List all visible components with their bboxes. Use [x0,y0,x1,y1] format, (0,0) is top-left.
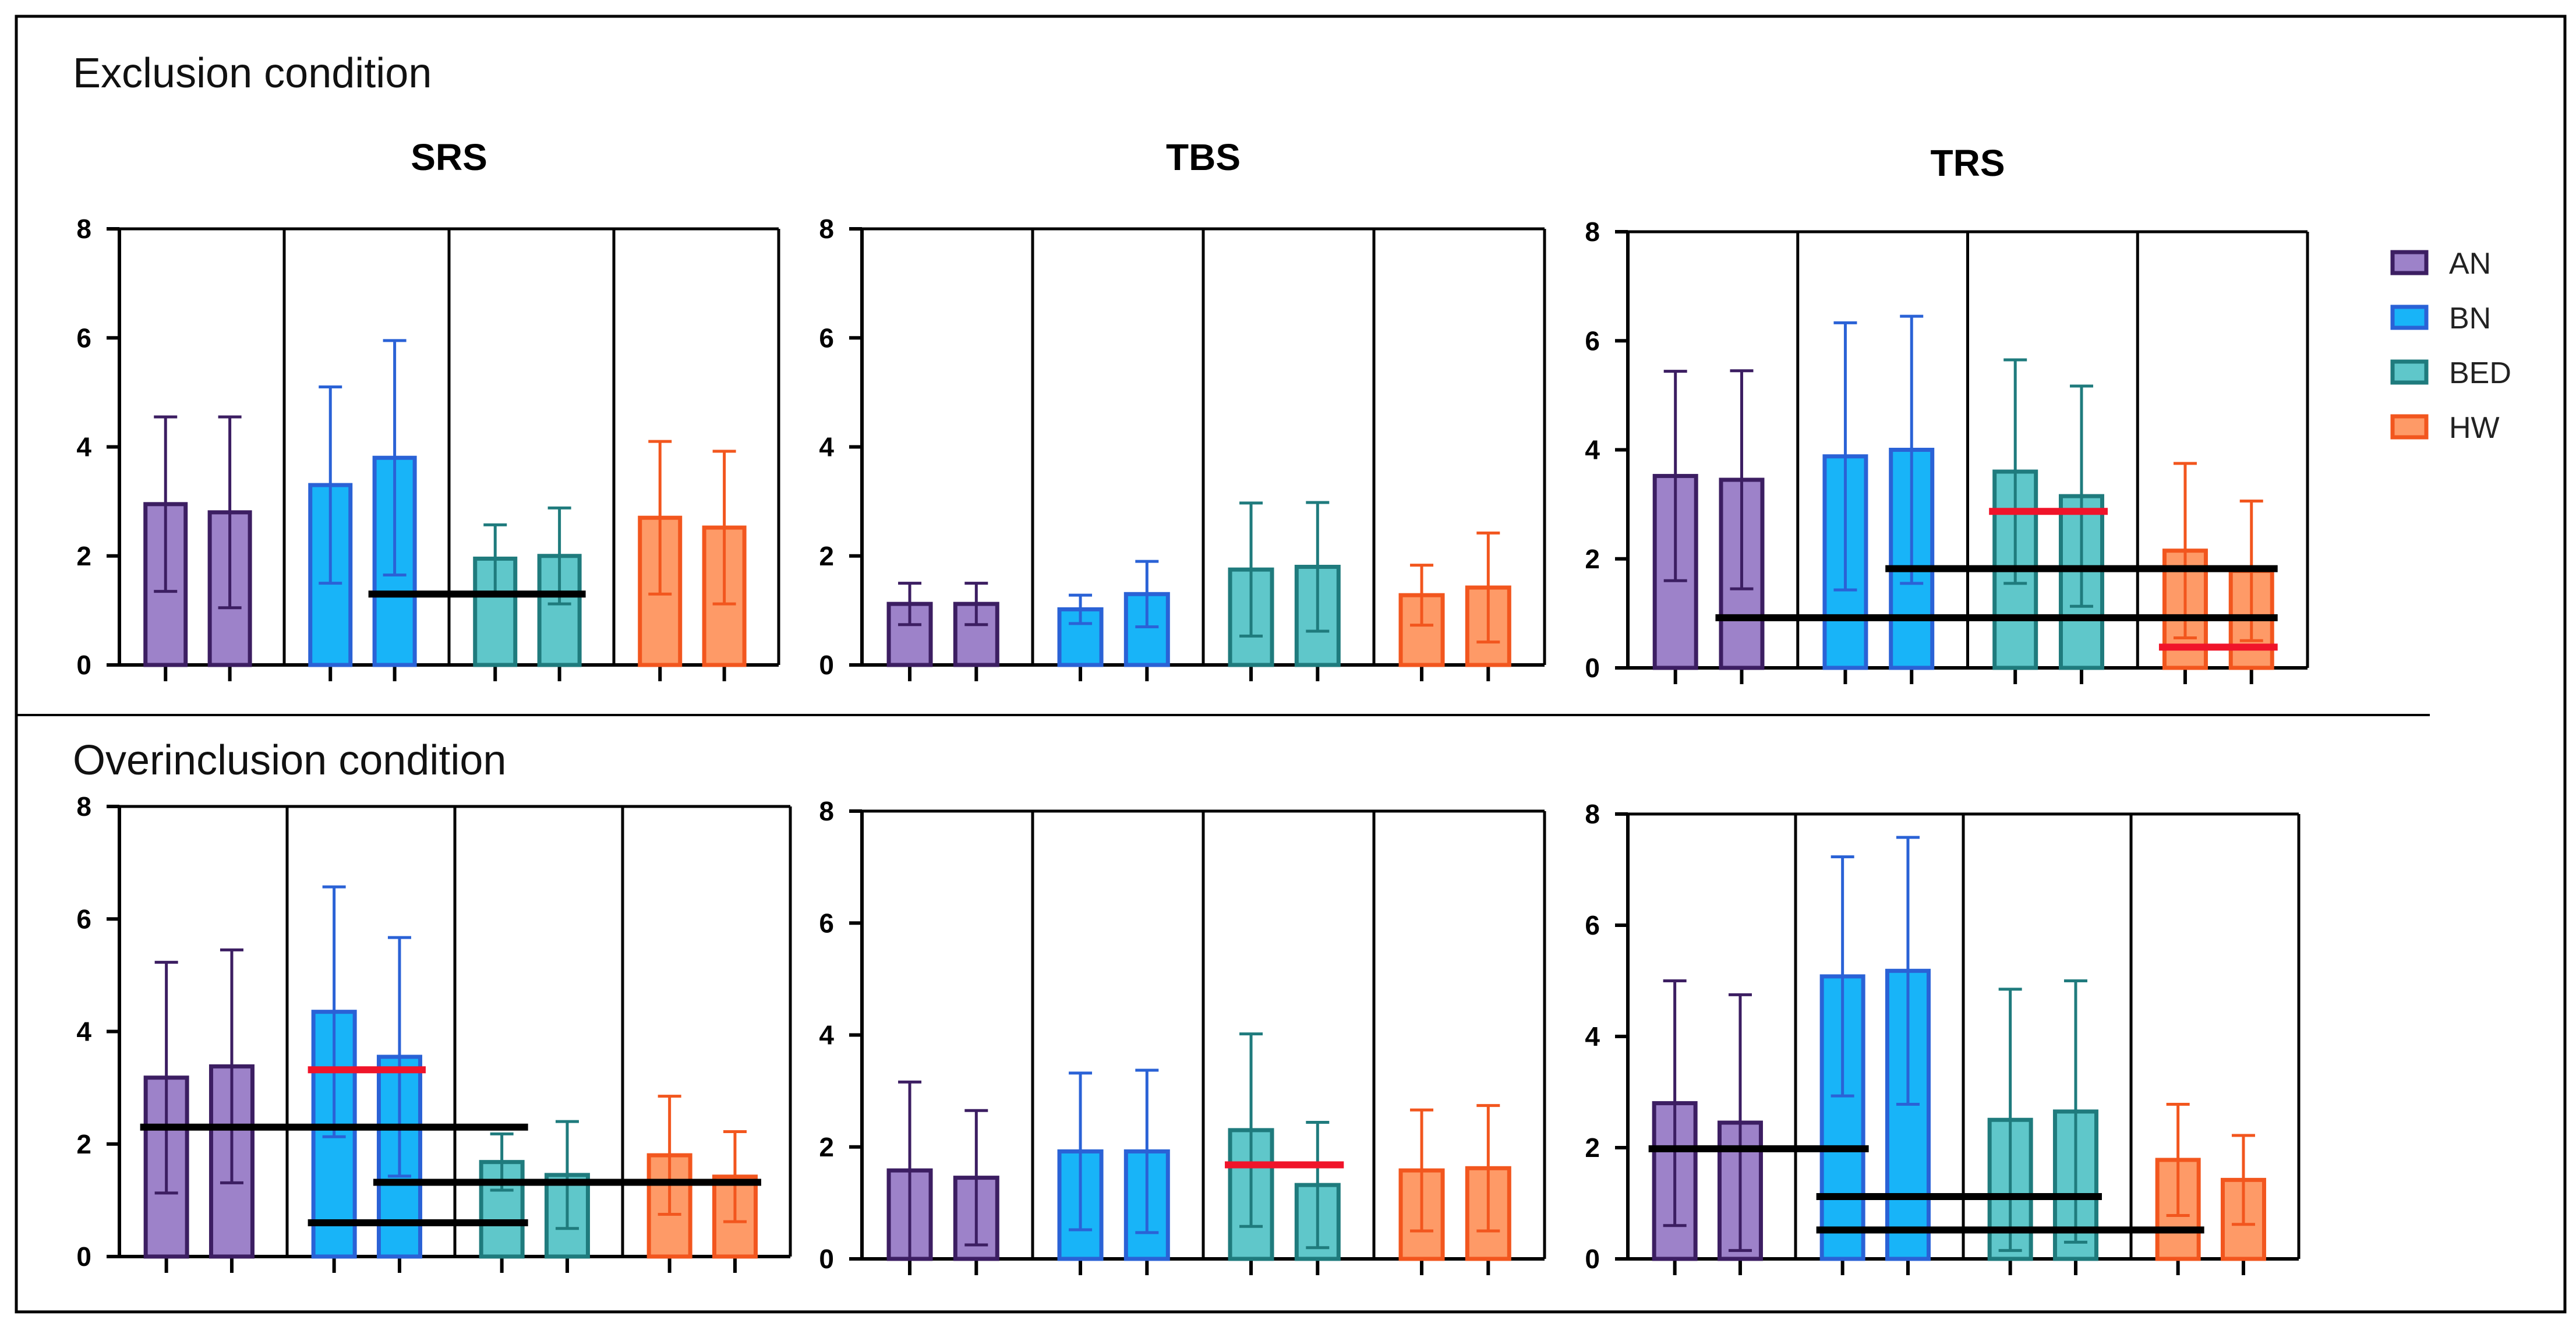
chart-panel-5: 0 2 4 6 8 [819,796,1546,1275]
y-tick-label: 0 [76,1241,91,1272]
section-label-overinclusion: Overinclusion condition [73,737,506,784]
panel-title: TBS [1166,136,1241,178]
chart-panel-3: TRS 0 2 4 6 8 [1585,142,2309,684]
chart-panel-6: 0 2 4 6 8 [1585,799,2301,1275]
y-tick-label: 2 [1585,544,1600,574]
y-tick-label: 6 [76,323,91,353]
y-tick-label: 0 [819,650,834,680]
legend-item-bn: BN [2390,302,2491,335]
y-tick-label: 4 [819,432,834,462]
y-tick-label: 8 [76,214,91,244]
y-tick-label: 0 [1585,1244,1600,1274]
y-tick-label: 4 [76,432,91,462]
y-tick-label: 2 [76,541,91,571]
legend-swatch-bed [2390,359,2429,385]
y-tick-label: 0 [819,1244,834,1274]
y-tick-label: 6 [819,908,834,938]
chart-panel-2: TBS 0 2 4 6 8 [819,136,1546,681]
section-label-exclusion: Exclusion condition [73,50,432,97]
y-tick-label: 4 [76,1017,91,1047]
legend-label-hw: HW [2449,411,2500,445]
bar-hw [1398,593,1445,667]
y-tick-label: 8 [1585,799,1600,829]
y-tick-label: 0 [1585,653,1600,683]
y-tick-label: 6 [819,323,834,353]
panel-title: TRS [1931,142,2005,184]
y-tick-label: 2 [76,1129,91,1159]
legend-label-bed: BED [2449,356,2511,390]
chart-panel-1: SRS 0 2 4 6 8 [76,136,780,681]
y-tick-label: 4 [1585,435,1600,465]
legend-swatch-bn [2390,305,2429,330]
chart-panel-4: 0 2 4 6 8 [76,791,792,1273]
y-tick-label: 4 [819,1020,834,1050]
legend-item-hw: HW [2390,411,2500,445]
legend-label-bn: BN [2449,302,2491,335]
chart-panels: SRS 0 2 4 6 8 TBS 0 2 4 6 8 TRS 0 2 4 6 8 0 2 4 6 8 0 2 4 6 8 0 2 4 6 8 [76,136,2309,1275]
legend: AN BN BED HW [2390,247,2511,445]
legend-item-bed: BED [2390,356,2511,390]
y-tick-label: 2 [819,1132,834,1162]
y-tick-label: 0 [76,650,91,680]
y-tick-label: 6 [76,904,91,934]
legend-swatch-an [2390,250,2429,275]
y-tick-label: 6 [1585,325,1600,356]
legend-label-an: AN [2449,247,2491,281]
y-tick-label: 2 [819,541,834,571]
panel-title: SRS [411,136,487,178]
y-tick-label: 6 [1585,910,1600,940]
y-tick-label: 8 [819,214,834,244]
y-tick-label: 8 [1585,217,1600,247]
legend-item-an: AN [2390,247,2491,281]
y-tick-label: 8 [819,796,834,826]
y-tick-label: 4 [1585,1021,1600,1052]
y-tick-label: 2 [1585,1133,1600,1163]
legend-swatch-hw [2390,414,2429,440]
y-tick-label: 8 [76,791,91,822]
